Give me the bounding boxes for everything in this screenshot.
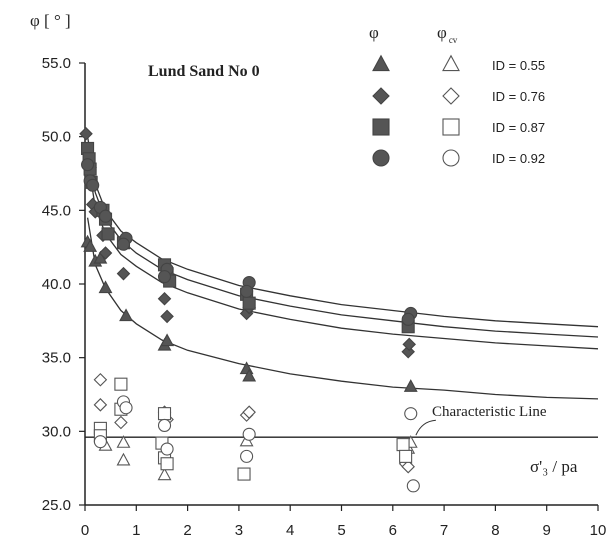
- diamond-filled-point: [79, 126, 93, 141]
- diamond-filled-point: [157, 291, 172, 306]
- chart-title: Lund Sand No 0: [148, 63, 260, 80]
- diamond-open-point: [93, 372, 108, 387]
- diamond-filled-point: [402, 337, 416, 352]
- legend-header-phi: φ: [369, 23, 379, 42]
- circle-open-point: [119, 401, 133, 415]
- x-tick-label: 1: [132, 522, 140, 539]
- legend-triangle-open: [442, 54, 460, 72]
- x-tick-label: 4: [286, 522, 294, 539]
- triangle-filled-point: [119, 308, 133, 322]
- x-tick-label: 6: [389, 522, 397, 539]
- legend-triangle-filled: [372, 54, 390, 72]
- annotation-leader: [415, 419, 436, 436]
- triangle-filled-point: [83, 239, 98, 252]
- circle-filled-point: [86, 178, 100, 192]
- circle-open-point: [240, 449, 254, 463]
- square-open-point: [399, 449, 413, 463]
- triangle-filled-point: [98, 280, 113, 294]
- fitted-curve: [86, 143, 599, 338]
- square-open-point: [114, 377, 128, 391]
- triangle-open-point: [116, 452, 131, 466]
- x-tick-label: 8: [491, 522, 499, 539]
- triangle-filled-point: [403, 379, 418, 392]
- square-filled-point: [101, 227, 115, 241]
- square-open-point: [160, 457, 174, 471]
- square-filled-point: [242, 296, 256, 310]
- x-axis-label: σ'₃ / pa: [530, 457, 578, 476]
- circle-open-point: [242, 427, 256, 441]
- x-tick-label: 3: [235, 522, 243, 539]
- y-tick-label: 35.0: [42, 350, 71, 367]
- circle-open-point: [93, 435, 107, 449]
- legend-label: ID = 0.87: [492, 120, 545, 135]
- legend-label: ID = 0.76: [492, 89, 545, 104]
- x-tick-label: 5: [337, 522, 345, 539]
- diamond-filled-point: [116, 266, 131, 281]
- legend-circle-filled: [372, 149, 390, 167]
- x-tick-label: 7: [440, 522, 448, 539]
- triangle-filled-point: [242, 368, 257, 382]
- circle-filled-point: [401, 312, 415, 326]
- axis-ticks: 0 1 2 3 4 5 6 7 8 9 10 25.0 30.0 35.0 40.0 45.0 50.0 55.0: [42, 55, 607, 539]
- legend-diamond-open: [442, 87, 460, 105]
- y-axis-label: φ [ ° ]: [30, 11, 71, 30]
- circle-filled-point: [81, 158, 95, 172]
- y-tick-label: 30.0: [42, 423, 71, 440]
- triangle-open-point: [116, 435, 131, 448]
- y-tick-label: 55.0: [42, 55, 71, 72]
- x-tick-label: 0: [81, 522, 89, 539]
- diamond-open-point: [242, 405, 256, 419]
- legend-square-filled: [372, 118, 390, 136]
- legend-label: ID = 0.92: [492, 151, 545, 166]
- annotation-text: Characteristic Line: [432, 404, 547, 420]
- legend: φ φ cv ID = 0.55 ID = 0.76 ID = 0.87 ID = 0.…: [369, 23, 545, 167]
- y-tick-label: 25.0: [42, 497, 71, 514]
- x-tick-label: 2: [183, 522, 191, 539]
- circle-open-point: [404, 407, 418, 421]
- y-tick-label: 50.0: [42, 129, 71, 146]
- diamond-open-point: [114, 415, 128, 430]
- legend-diamond-filled: [372, 87, 390, 105]
- circle-filled-point: [157, 270, 172, 284]
- circle-open-point: [160, 442, 174, 456]
- data-points: [79, 126, 420, 493]
- x-tick-label: 10: [590, 522, 607, 539]
- legend-square-open: [442, 118, 460, 136]
- circle-filled-point: [98, 209, 113, 223]
- legend-header-phi-cv: φ cv: [437, 23, 458, 45]
- y-tick-label: 45.0: [42, 202, 71, 219]
- y-tick-label: 40.0: [42, 276, 71, 293]
- diamond-filled-point: [98, 246, 113, 260]
- fitted-curve: [86, 158, 599, 350]
- circle-filled-point: [116, 237, 131, 251]
- legend-circle-open: [442, 149, 460, 167]
- triangle-open-point: [157, 467, 172, 481]
- square-open-point: [237, 467, 251, 481]
- diamond-open-point: [93, 398, 108, 412]
- square-open-point: [396, 438, 410, 452]
- triangle-filled-point: [160, 333, 175, 347]
- circle-open-point: [406, 479, 420, 493]
- diamond-filled-point: [160, 309, 174, 324]
- square-open-point: [157, 407, 172, 421]
- legend-label: ID = 0.55: [492, 58, 545, 73]
- characteristic-line-annotation: Characteristic Line: [415, 404, 547, 436]
- circle-filled-point: [240, 284, 254, 298]
- fitted-curve: [86, 217, 599, 400]
- diamond-open-point: [401, 459, 415, 474]
- x-tick-label: 9: [543, 522, 551, 539]
- circle-open-point: [157, 418, 172, 432]
